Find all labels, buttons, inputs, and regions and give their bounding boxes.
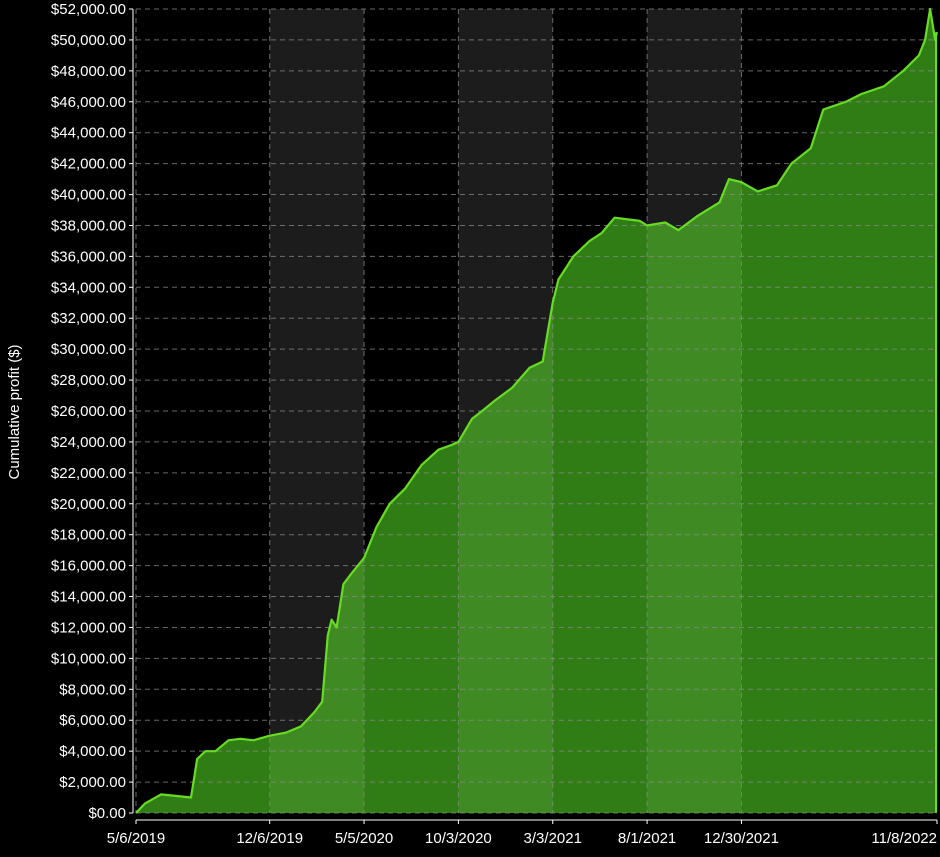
y-tick-label-20: $40,000.00 (51, 187, 126, 204)
y-tick-label-17: $34,000.00 (51, 279, 126, 296)
y-tick-label-18: $36,000.00 (51, 248, 126, 265)
y-tick-label-15: $30,000.00 (51, 341, 126, 358)
x-tick-label-4: 3/3/2021 (524, 830, 582, 847)
y-tick-label-5: $10,000.00 (51, 650, 126, 667)
x-tick-label-1: 12/6/2019 (236, 830, 303, 847)
y-tick-label-12: $24,000.00 (51, 434, 126, 451)
y-tick-label-11: $22,000.00 (51, 465, 126, 482)
y-tick-label-14: $28,000.00 (51, 372, 126, 389)
x-tick-label-0: 5/6/2019 (107, 830, 165, 847)
x-tick-label-7: 11/8/2022 (871, 830, 937, 847)
profit-area-band-2 (647, 179, 742, 813)
y-tick-label-16: $32,000.00 (51, 310, 126, 327)
y-tick-label-22: $44,000.00 (51, 125, 126, 142)
y-tick-label-4: $8,000.00 (59, 681, 126, 698)
y-axis: $0.00 $2,000.00 $4,000.00 $6,000.00 $8,000.0… (51, 1, 134, 822)
profit-area-band-0 (269, 557, 365, 813)
y-tick-label-23: $46,000.00 (51, 94, 126, 111)
profit-line (135, 7, 939, 814)
y-tick-label-10: $20,000.00 (51, 496, 126, 513)
y-tick-label-25: $50,000.00 (51, 32, 126, 49)
y-tick-label-2: $4,000.00 (59, 743, 126, 760)
y-tick-label-26: $52,000.00 (51, 1, 126, 18)
y-tick-label-19: $38,000.00 (51, 217, 126, 234)
x-tick-label-3: 10/3/2020 (425, 830, 492, 847)
y-tick-label-24: $48,000.00 (51, 63, 126, 80)
y-tick-label-7: $14,000.00 (51, 589, 126, 606)
y-tick-label-0: $0.00 (88, 805, 126, 822)
y-tick-label-9: $18,000.00 (51, 527, 126, 544)
profit-area-band-1 (458, 302, 553, 813)
gridlines (135, 8, 937, 814)
y-tick-label-21: $42,000.00 (51, 156, 126, 173)
x-axis: 5/6/2019 12/6/2019 5/5/2020 10/3/2020 3/3/20… (107, 819, 938, 847)
y-tick-label-1: $2,000.00 (59, 774, 126, 791)
x-tick-label-5: 8/1/2021 (618, 830, 676, 847)
y-tick-label-6: $12,000.00 (51, 619, 126, 636)
y-tick-label-3: $6,000.00 (59, 712, 126, 729)
x-tick-label-6: 12/30/2021 (704, 830, 779, 847)
x-tick-label-2: 5/5/2020 (335, 830, 393, 847)
y-axis-label: Cumulative profit ($) (6, 344, 23, 479)
y-tick-label-8: $16,000.00 (51, 558, 126, 575)
y-tick-label-13: $26,000.00 (51, 403, 126, 420)
line-layer (135, 7, 939, 814)
